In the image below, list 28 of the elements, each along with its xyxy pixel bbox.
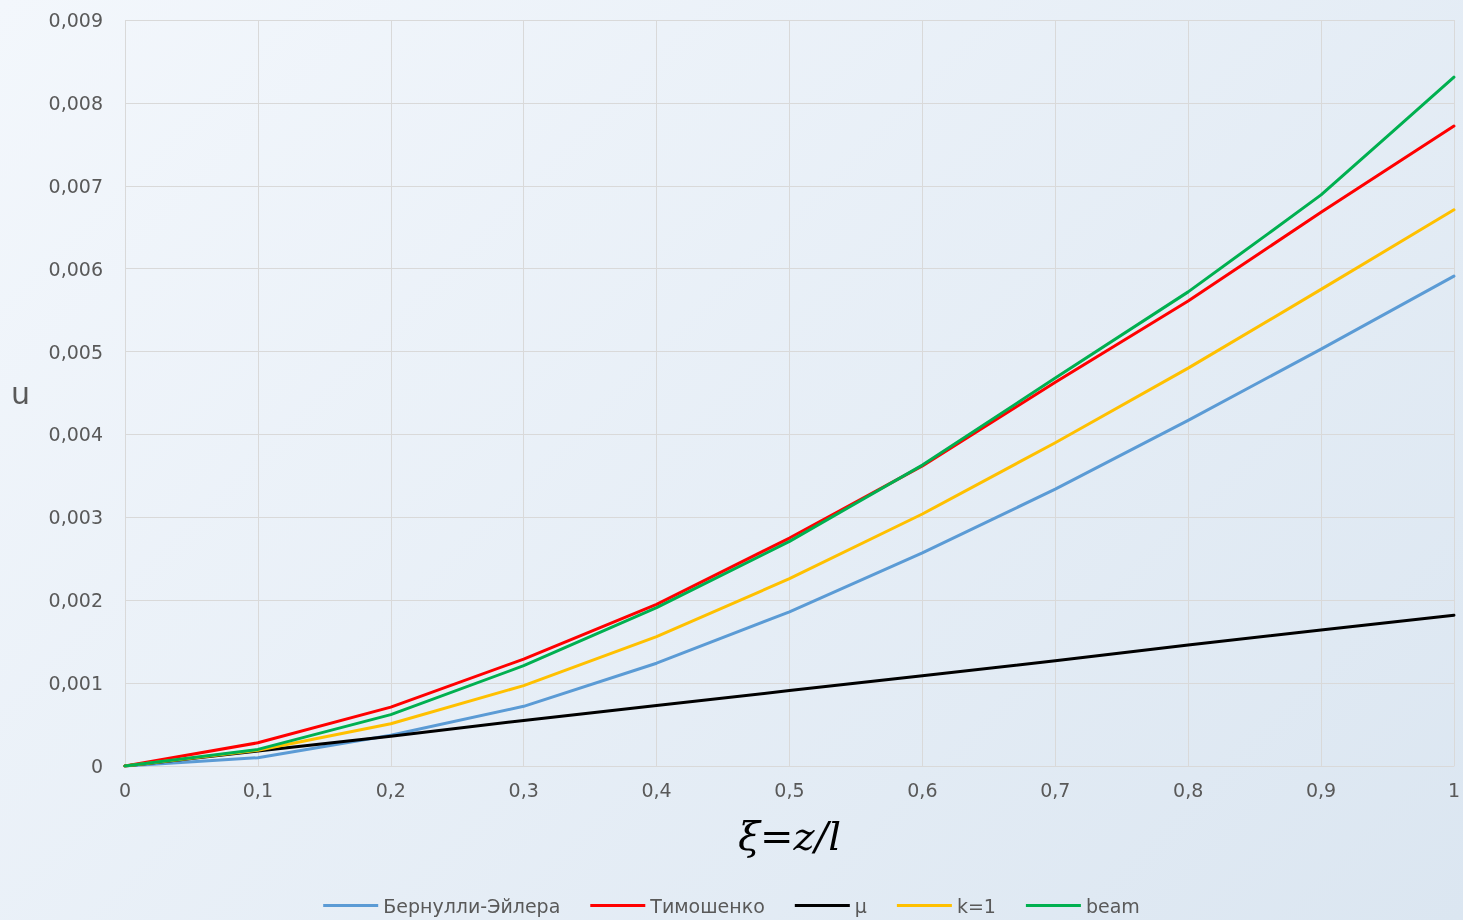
y-tick-label: 0 (90, 755, 103, 777)
y-tick-label: 0,008 (48, 91, 103, 114)
x-tick-label: 1 (1447, 778, 1460, 801)
y-tick-label: 0,002 (48, 589, 103, 612)
y-tick-label: 0,009 (48, 9, 103, 31)
y-tick-label: 0,004 (48, 423, 103, 446)
x-tick-label: 0,5 (774, 778, 805, 801)
y-tick-label: 0,001 (48, 672, 103, 695)
x-tick-label: 0,7 (1040, 778, 1071, 801)
legend-label: beam (1085, 894, 1140, 917)
x-tick-label: 0,4 (641, 778, 672, 801)
x-axis-title: ξ=z/l (738, 813, 841, 859)
y-tick-label: 0,006 (48, 257, 103, 280)
y-tick-label: 0,003 (48, 506, 103, 529)
x-tick-label: 0,3 (508, 778, 539, 801)
legend-label: Тимошенко (649, 894, 765, 917)
y-axis-title: u (10, 375, 30, 411)
x-tick-label: 0,6 (907, 778, 938, 801)
x-tick-label: 0 (118, 778, 132, 801)
legend-label: k=1 (956, 894, 996, 917)
legend-label: μ (854, 894, 867, 917)
x-tick-label: 0,2 (375, 778, 406, 801)
legend-label: Бернулли-Эйлера (383, 894, 561, 917)
x-tick-label: 0,9 (1305, 778, 1337, 801)
x-tick-label: 0,1 (242, 778, 273, 801)
y-tick-label: 0,005 (48, 340, 103, 363)
x-tick-label: 0,8 (1173, 778, 1204, 801)
y-tick-label: 0,007 (48, 174, 103, 197)
